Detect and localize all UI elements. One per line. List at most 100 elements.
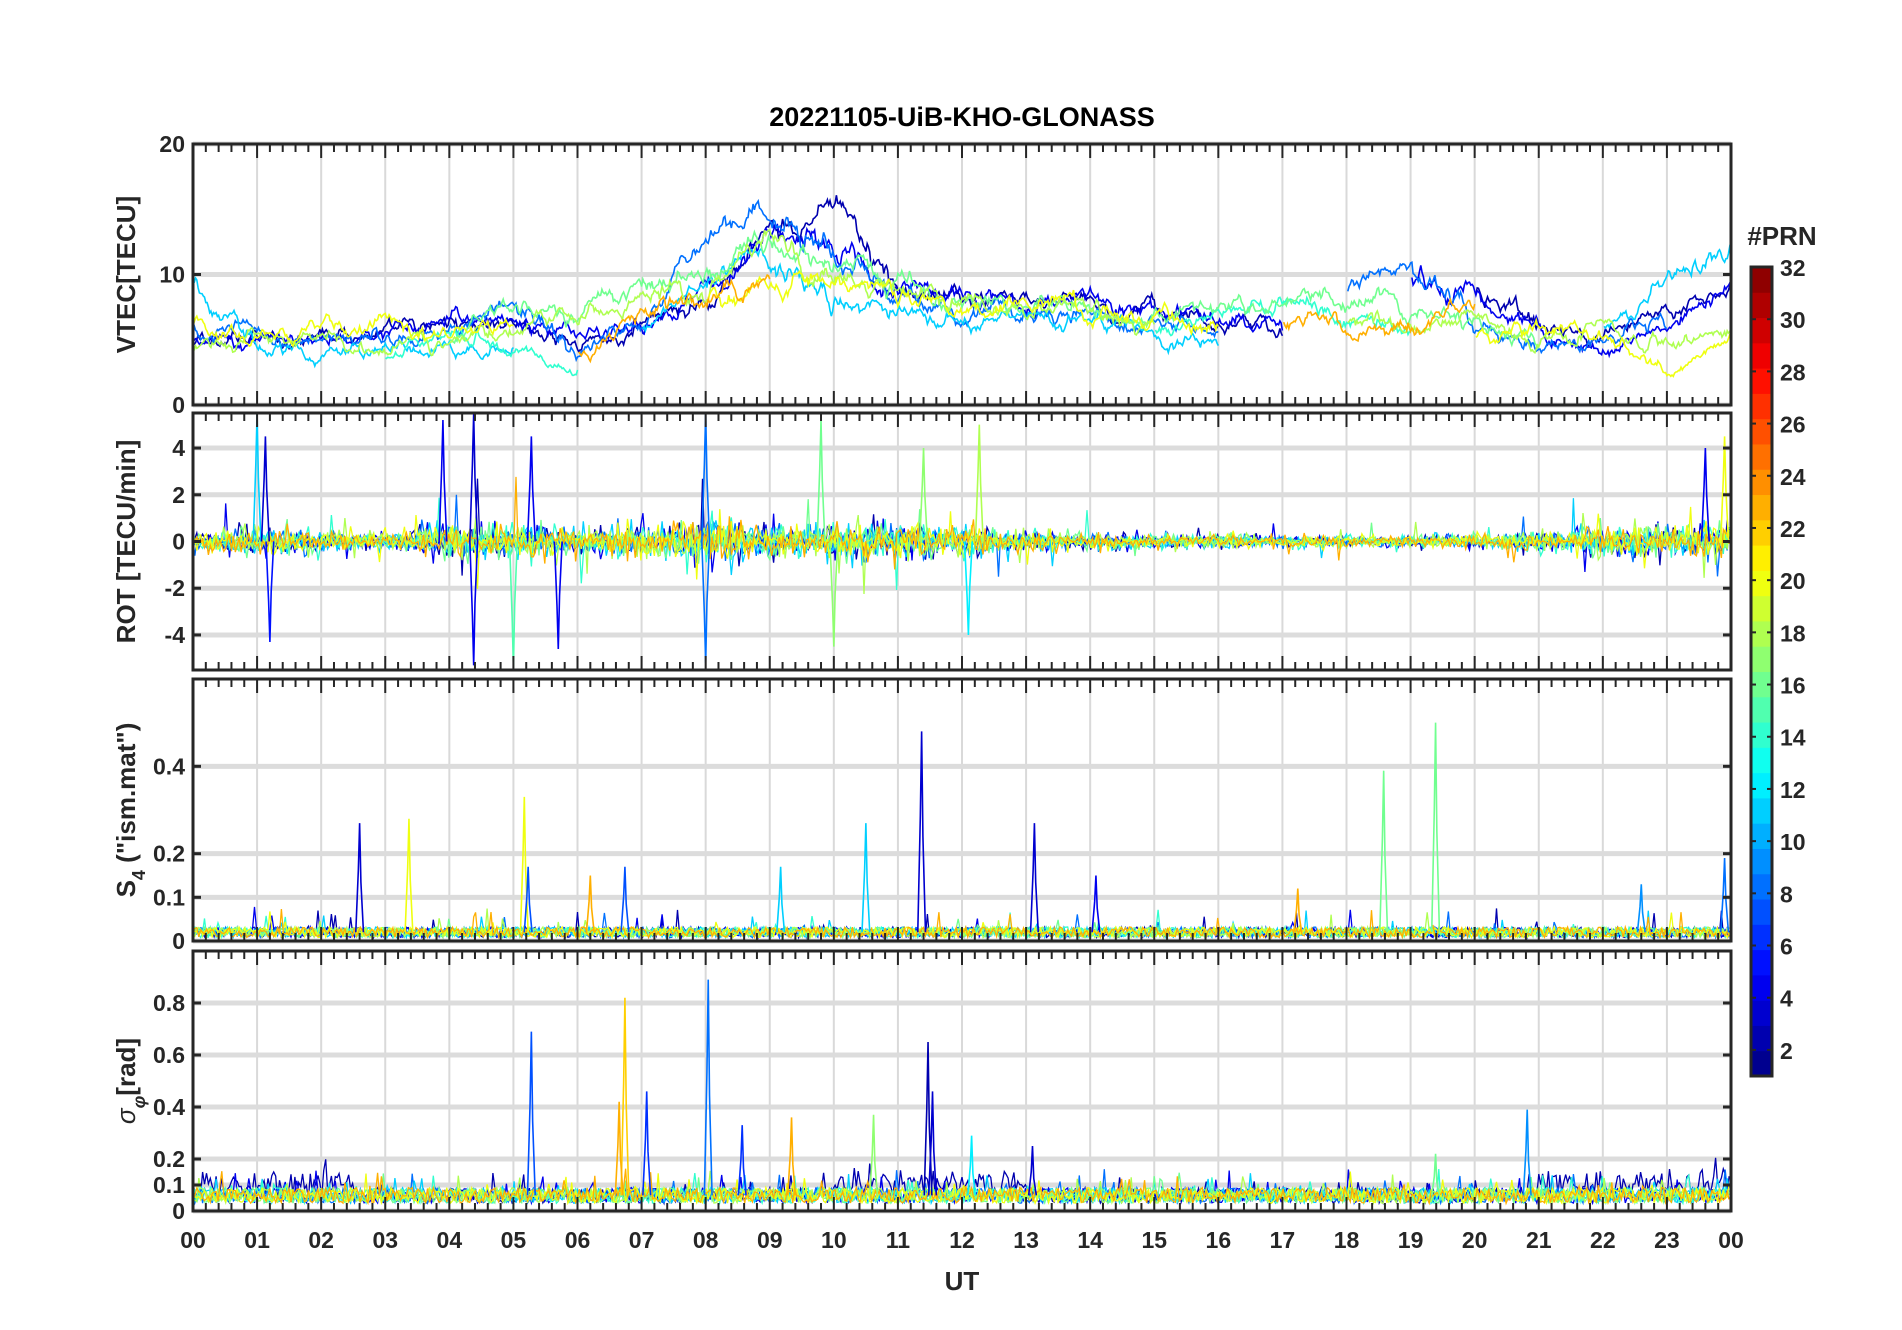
colorbar-tick-label: 4	[1780, 986, 1793, 1012]
colorbar-level	[1751, 848, 1772, 875]
y-tick-label: 0.2	[153, 1146, 185, 1172]
sigma_phi-spike	[703, 979, 713, 1196]
x-tick-label: 02	[308, 1227, 334, 1253]
s4-spike	[1719, 858, 1730, 933]
colorbar-level	[1751, 722, 1772, 748]
y-label-main: S	[111, 880, 141, 897]
rot-spike	[918, 448, 929, 542]
colorbar-tick-label: 16	[1780, 673, 1806, 699]
colorbar-level	[1751, 899, 1772, 925]
rot-spike	[1719, 436, 1730, 542]
colorbar-level	[1751, 595, 1772, 622]
colorbar-frame	[1749, 265, 1774, 1078]
sigma_phi-spike	[526, 1031, 537, 1196]
x-tick-label: 22	[1590, 1227, 1616, 1253]
rot-series-prn-23	[193, 476, 1730, 570]
colorbar-tick-label: 10	[1780, 829, 1806, 855]
data-layer	[193, 413, 1730, 668]
sigma_phi-spike	[1027, 1145, 1038, 1196]
y-axis-label: σφ[rad]	[111, 1038, 149, 1124]
x-tick-label: 12	[949, 1227, 975, 1253]
rot-spike	[526, 436, 537, 542]
s4-spike	[916, 731, 927, 933]
rot-spike	[553, 541, 563, 649]
sigma_phi-spike	[642, 1091, 652, 1196]
sigma_phi-spike	[868, 1114, 879, 1196]
sigma_phi-spike	[620, 997, 630, 1196]
y-tick-label: 0.4	[153, 753, 185, 779]
y-axis-label: S4 ("ism.mat")	[111, 723, 149, 898]
x-tick-label: 11	[886, 1227, 911, 1253]
s4-spike	[404, 818, 414, 933]
y-tick-label: 0	[172, 928, 185, 954]
colorbar-level	[1751, 620, 1772, 647]
colorbar-level	[1751, 1025, 1772, 1052]
sigma_phi-series-prn-23	[193, 1168, 1730, 1206]
vtec-series-prn-23	[578, 274, 1476, 364]
colorbar-level	[1751, 418, 1772, 445]
y-tick-label: 20	[159, 131, 185, 157]
x-tick-label: 07	[629, 1227, 655, 1253]
x-axis-label: UT	[945, 1266, 980, 1296]
colorbar-level	[1751, 368, 1772, 394]
colorbar-label: #PRN	[1747, 221, 1816, 251]
colorbar-level	[1751, 949, 1772, 976]
colorbar-level	[1751, 393, 1772, 420]
y-label-rest: [rad]	[111, 1038, 141, 1096]
rot-series-prn-18	[193, 513, 1730, 595]
colorbar-level	[1751, 772, 1772, 799]
x-tick-label: 16	[1206, 1227, 1232, 1253]
colorbar-level	[1751, 696, 1772, 723]
colorbar-tick-label: 22	[1780, 516, 1806, 542]
rot-spike	[265, 541, 275, 642]
y-tick-label: -2	[165, 575, 185, 601]
rot-spike	[260, 436, 271, 542]
y-axis-label: ROT [TECU/min]	[111, 440, 141, 644]
rot-spike	[963, 541, 974, 635]
colorbar-tick-label: 24	[1780, 464, 1806, 490]
colorbar-level	[1751, 267, 1772, 293]
x-tick-label: 13	[1013, 1227, 1039, 1253]
rot-spike	[469, 541, 479, 666]
rot-spike	[469, 413, 479, 542]
x-tick-label: 04	[437, 1227, 463, 1253]
rot-spike	[438, 419, 448, 542]
sigma_phi-spike	[923, 1041, 933, 1196]
colorbar-tick-label: 20	[1780, 568, 1806, 594]
rot-spike	[701, 413, 711, 542]
sigma_phi-spike	[737, 1125, 747, 1196]
colorbar-level	[1751, 1000, 1772, 1026]
x-tick-label: 17	[1270, 1227, 1296, 1253]
y-tick-label: 2	[172, 482, 185, 508]
sigma_phi-spike	[927, 1091, 938, 1196]
chart-title: 20221105-UiB-KHO-GLONASS	[769, 102, 1155, 132]
y-tick-label: 0.1	[153, 884, 185, 910]
x-tick-label: 08	[693, 1227, 719, 1253]
y-label-rest: ("ism.mat")	[111, 723, 141, 870]
x-tick-label: 15	[1141, 1227, 1167, 1253]
s4-spike	[1430, 722, 1441, 933]
s4-spike	[1293, 888, 1303, 933]
colorbar-tick-label: 8	[1780, 881, 1793, 907]
y-tick-label: 0.4	[153, 1094, 185, 1120]
s4-spike	[1636, 884, 1646, 933]
colorbar-level	[1751, 443, 1772, 470]
s4-spike	[620, 866, 630, 933]
s4-spike	[1091, 875, 1101, 933]
colorbar-level	[1751, 1050, 1772, 1077]
s4-spike	[523, 866, 533, 933]
colorbar-level	[1751, 317, 1772, 344]
x-tick-label: 01	[244, 1227, 270, 1253]
colorbar-level	[1751, 924, 1772, 951]
y-label-subscript: 4	[129, 870, 149, 880]
x-tick-label: 19	[1398, 1227, 1424, 1253]
y-label-subscript: φ	[129, 1095, 149, 1108]
x-tick-label: 00	[1718, 1227, 1744, 1253]
rot-spike	[252, 413, 262, 542]
s4-spike	[1029, 823, 1040, 933]
x-tick-label: 14	[1077, 1227, 1103, 1253]
y-axis-label: VTEC[TECU]	[111, 196, 141, 353]
colorbar-level	[1751, 823, 1772, 849]
